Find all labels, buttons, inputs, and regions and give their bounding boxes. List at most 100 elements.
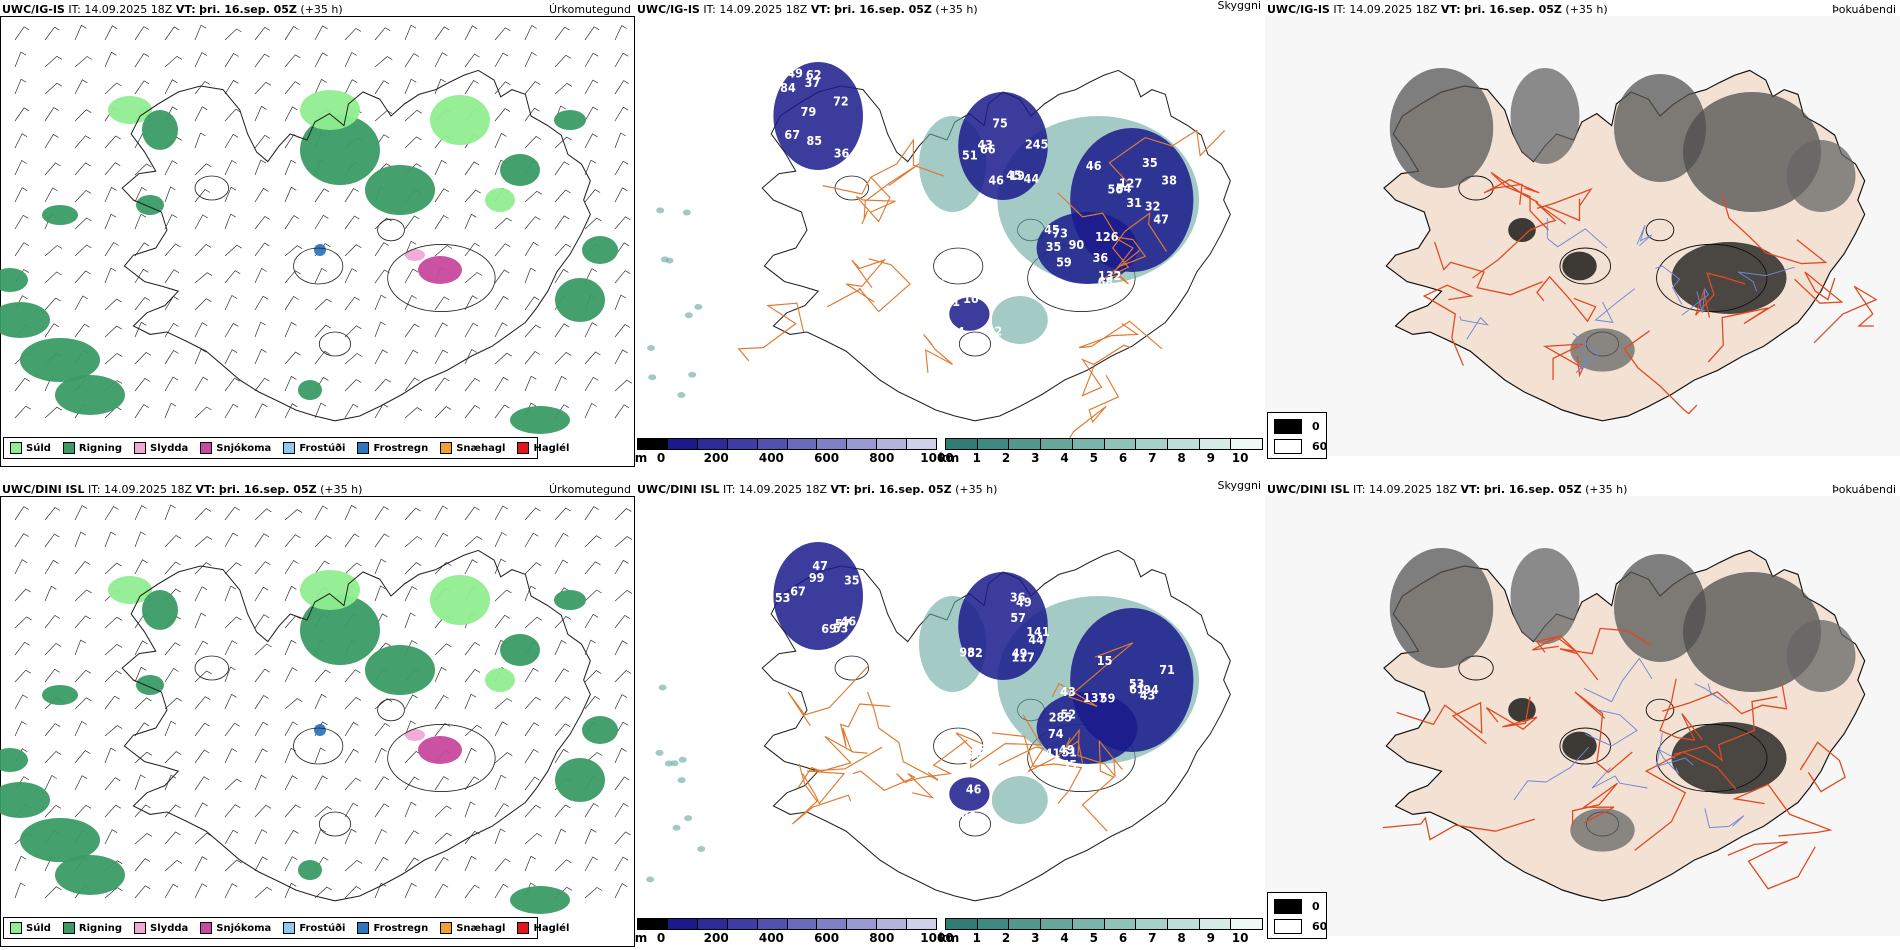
cloud-base-label: 126 (1095, 229, 1118, 243)
wind-barb (284, 856, 298, 872)
colorbar-segment (1041, 919, 1073, 929)
wind-barb (554, 639, 567, 656)
wind-barb (74, 750, 91, 764)
wind-barb (164, 214, 178, 230)
legend-item: Haglél (517, 922, 569, 934)
wind-barb (524, 776, 540, 791)
wind-barb (524, 324, 541, 338)
road-line (787, 665, 869, 726)
wind-barb (254, 668, 270, 683)
colorbar-segment (1009, 439, 1042, 449)
wind-barb (14, 533, 29, 548)
precip-area (500, 154, 540, 186)
precip-area (582, 236, 618, 264)
wind-barb (44, 55, 63, 68)
colorbar-tick: 600 (814, 451, 840, 465)
wind-barb (74, 109, 92, 122)
road-line (1727, 841, 1816, 890)
cloud-base-label: 61 (1129, 682, 1145, 696)
wind-barb (434, 296, 450, 311)
wind-barb (434, 505, 448, 521)
cloud-base-label: 215 (928, 797, 951, 811)
wind-barb (344, 27, 362, 41)
fog-area (1671, 722, 1787, 794)
colorbar-segment (877, 439, 908, 449)
precip-area (430, 95, 490, 145)
cloud-base-label: 79 (801, 105, 817, 119)
legend-item: Frostregn (357, 922, 428, 934)
river-line (1636, 225, 1653, 246)
wind-barb (284, 882, 297, 899)
cloud-panel-top: UWC/IG-IS IT: 14.09.2025 18Z VT: þri. 16… (635, 0, 1265, 470)
colorbar-tick: 400 (758, 451, 784, 465)
wind-barb (194, 536, 213, 548)
wind-barb (614, 324, 631, 338)
wind-barb (404, 268, 419, 284)
wind-barb (434, 159, 447, 176)
iceland-group: 6745313538494654591037443536447975127132… (737, 62, 1231, 446)
wind-barb (164, 751, 182, 764)
wind-barb (524, 667, 539, 683)
wind-barb (104, 186, 117, 203)
wind-barb (44, 107, 59, 122)
legend-swatch (200, 442, 213, 454)
wind-barb (404, 801, 417, 818)
wind-barb (44, 750, 62, 764)
legend-swatch (62, 442, 75, 454)
legend-item: Frostregn (357, 442, 428, 454)
wind-barb (374, 294, 387, 311)
cloud-base-label: 94 (1143, 683, 1159, 697)
panel-subtitle: Skyggni (1217, 480, 1261, 492)
cloud-patch (655, 749, 664, 756)
precip-area (418, 256, 462, 284)
legend-item: Slydda (134, 922, 188, 934)
wind-barb (254, 134, 270, 149)
legend-swatch (200, 922, 213, 934)
fog-area (1683, 92, 1821, 212)
wind-barb (254, 774, 267, 791)
cloud-patch (664, 760, 673, 767)
wind-barb (284, 375, 297, 392)
road-line (1794, 271, 1844, 304)
fog-area (1562, 251, 1597, 281)
cloud-base-label: 85 (806, 134, 822, 148)
river-line (1704, 808, 1745, 829)
wind-barb (284, 296, 299, 311)
road-line (1112, 211, 1167, 275)
road-line (1065, 374, 1120, 446)
wind-barb (104, 562, 122, 575)
road-line (1673, 696, 1778, 763)
precip-area (555, 758, 605, 802)
road-line (1559, 627, 1652, 681)
cloud-colorbar-labels: km 1 2 3 4 5 6 7 8 9 10 (939, 931, 1263, 945)
wind-barb (524, 562, 542, 575)
glacier-outline (293, 247, 344, 285)
cloud-base-area (773, 542, 863, 650)
cloud-base-label: 127 (1119, 176, 1142, 190)
wind-barb (584, 803, 599, 818)
wind-barb (554, 161, 570, 176)
cloud-patch (684, 312, 693, 319)
cloud-base-label: 245 (1025, 137, 1048, 151)
wind-barb (584, 159, 597, 176)
wind-barb (464, 747, 477, 764)
cloud-base-label: 49 (1059, 743, 1075, 757)
wind-barb (224, 244, 242, 257)
colorbar-tick: 5 (1089, 931, 1098, 945)
river-line (1546, 218, 1608, 249)
cloud-base-label: 67 (790, 584, 806, 598)
wind-barb (254, 348, 267, 365)
wind-barb (44, 886, 62, 899)
wind-barb (254, 321, 266, 338)
cloud-base-label: 45 (929, 777, 945, 791)
colorbar-tick: 8 (1177, 931, 1186, 945)
precip-area (0, 748, 28, 772)
cloud-base-label: 32 (1145, 199, 1161, 213)
wind-barb (494, 295, 509, 311)
colorbar-segment (977, 439, 1010, 449)
wind-barb (614, 614, 630, 629)
colorbar-segment (946, 439, 978, 449)
colorbar-tick: 9 (1206, 931, 1216, 945)
colorbar-segment (787, 919, 818, 929)
wind-barb (584, 856, 598, 872)
